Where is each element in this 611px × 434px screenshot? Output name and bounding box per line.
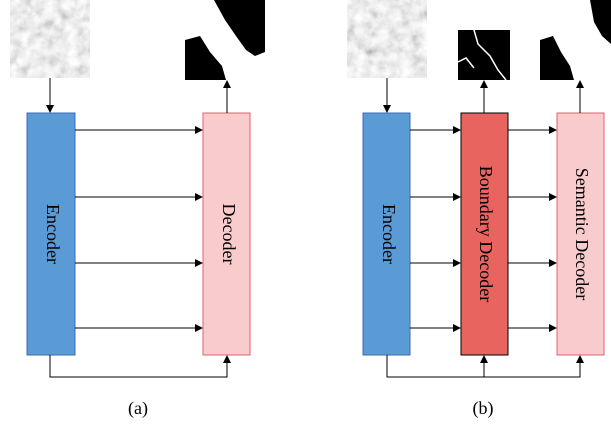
caption: (b) (473, 398, 494, 419)
boundary-output (458, 30, 510, 80)
diagram: Encoder Decoder (a) Encoder Boundary Dec… (0, 0, 611, 429)
input-image (347, 0, 427, 78)
block-label: Encoder (43, 204, 63, 264)
bottom-connection (50, 355, 227, 377)
input-image (10, 0, 90, 78)
block-label: Semantic Decoder (572, 168, 592, 300)
block-label: Encoder (379, 204, 399, 264)
page: Encoder Decoder (a) Encoder Boundary Dec… (0, 0, 611, 429)
block-label: Decoder (219, 204, 239, 265)
output-mask (540, 0, 611, 80)
caption: (a) (128, 398, 148, 419)
output-mask (185, 0, 265, 80)
block-label: Boundary Decoder (476, 166, 496, 302)
skip-arrows (75, 130, 202, 328)
